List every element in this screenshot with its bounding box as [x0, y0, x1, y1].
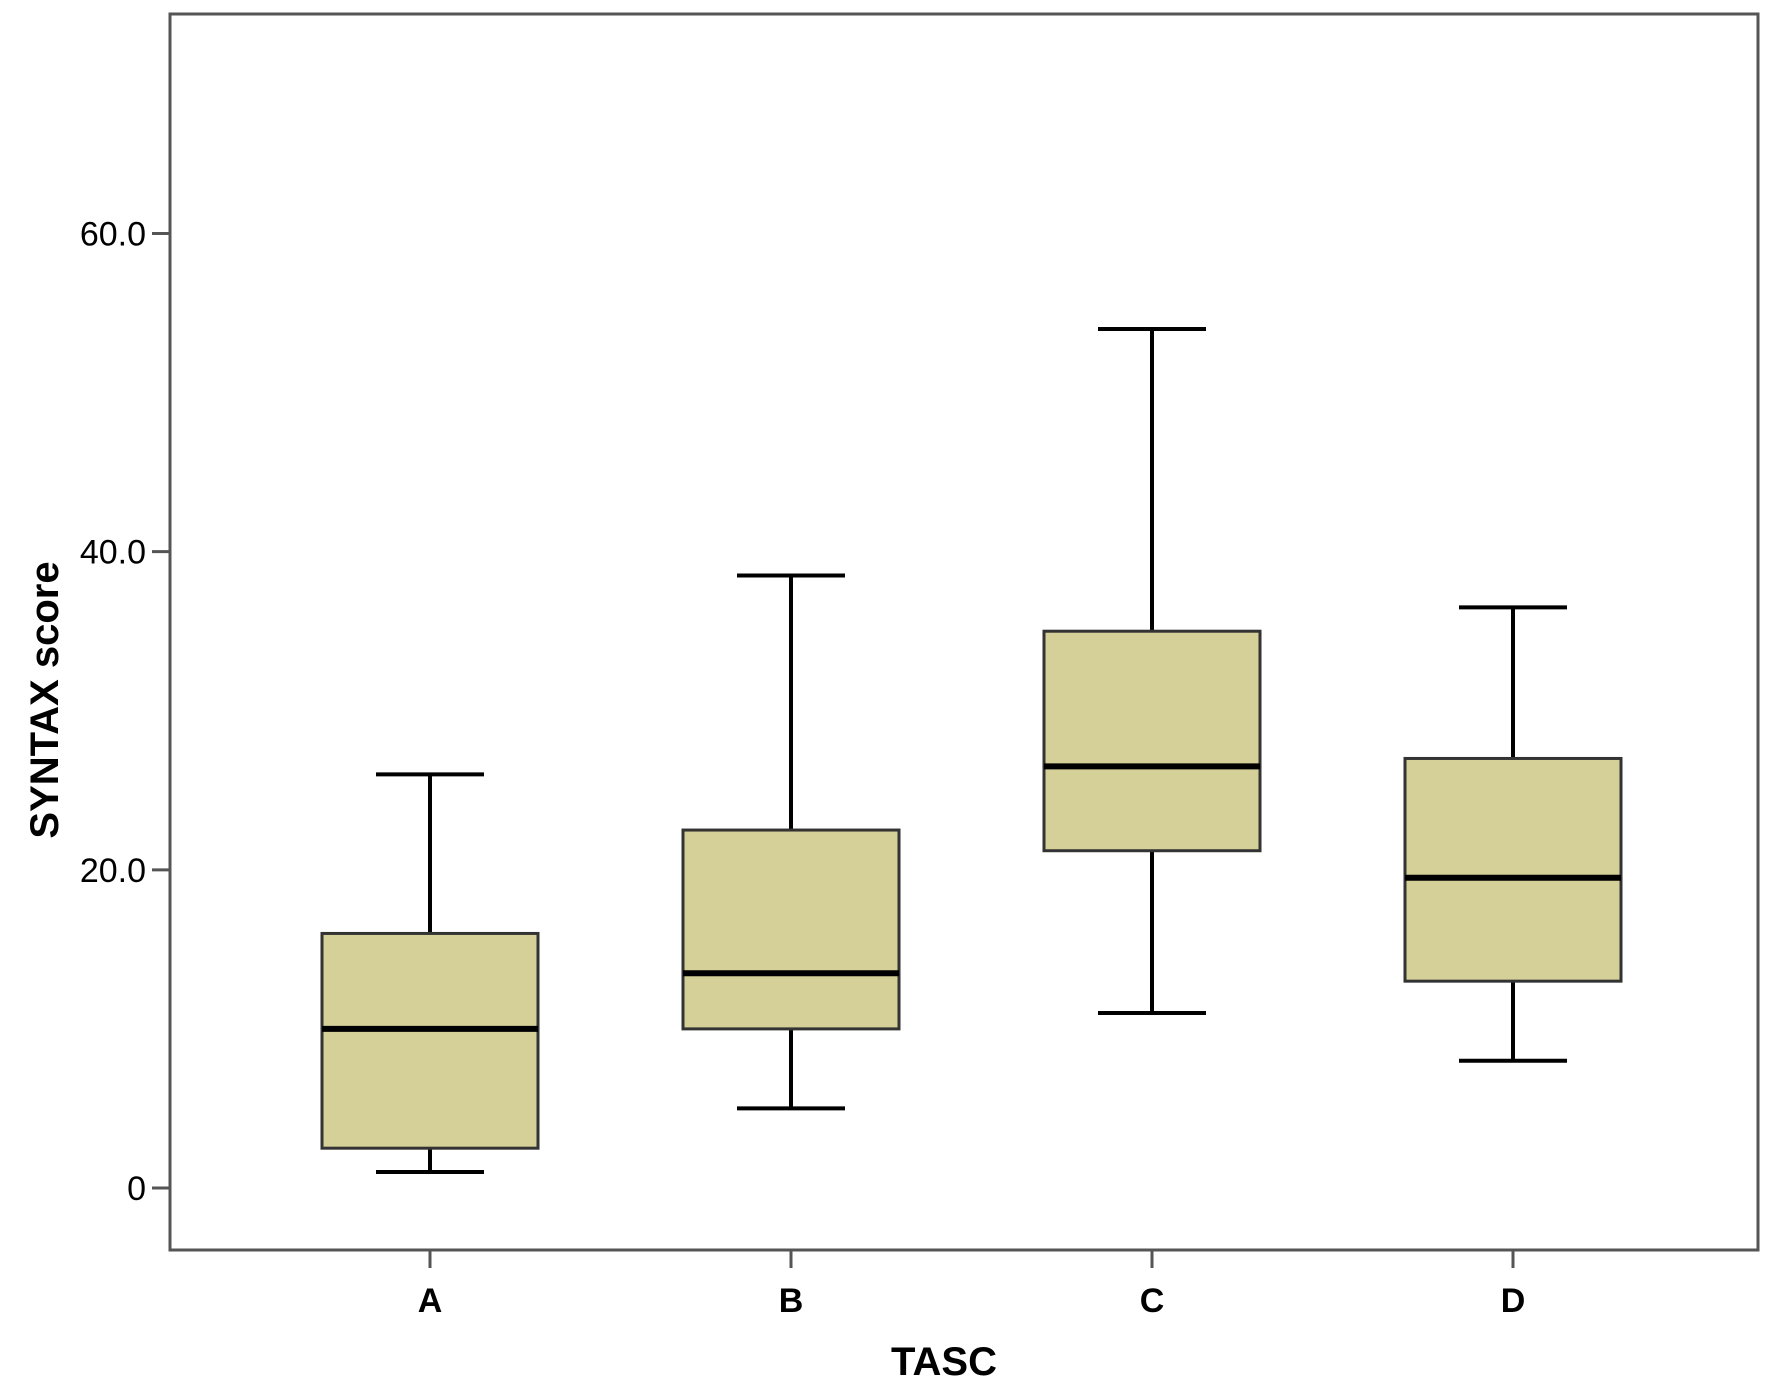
y-axis-title: SYNTAX score [23, 561, 67, 838]
x-tick-label: C [1140, 1282, 1165, 1320]
box-a [320, 772, 540, 1175]
iqr-box [1403, 756, 1623, 983]
box-d [1403, 605, 1623, 1063]
iqr-box [681, 828, 901, 1031]
x-tick-label: B [779, 1282, 804, 1320]
x-tick-label: D [1501, 1282, 1526, 1320]
x-axis-title: TASC [891, 1340, 997, 1384]
box-series [320, 326, 1623, 1175]
box-c [1042, 326, 1262, 1015]
x-tick-label: A [418, 1282, 443, 1320]
iqr-box [320, 931, 540, 1150]
y-tick-label: 20.0 [80, 852, 146, 890]
y-axis: 0 20.0 40.0 60.0 [80, 216, 170, 1208]
iqr-box [1042, 629, 1262, 853]
y-tick-label: 40.0 [80, 534, 146, 572]
y-tick-label: 60.0 [80, 216, 146, 254]
box-b [681, 573, 901, 1111]
y-tick-label: 0 [127, 1170, 146, 1208]
x-axis: A B C D [418, 1250, 1526, 1320]
